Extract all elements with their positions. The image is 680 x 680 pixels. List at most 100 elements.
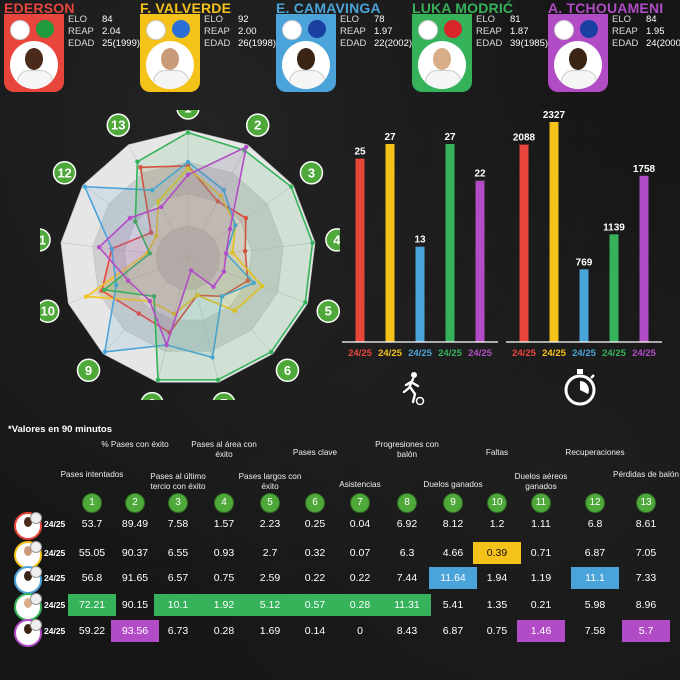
table-cell: 1.92 (200, 594, 248, 616)
player-name: LUKA MODRIĆ (412, 0, 514, 16)
table-cell: 11.31 (383, 594, 431, 616)
player-stats: ELO 78 REAP 1.97 EDAD 22(2002) (340, 14, 412, 50)
footballer-icon (402, 372, 425, 406)
player-head (161, 48, 179, 70)
radar-spoke (157, 257, 189, 383)
radar-series (84, 167, 264, 315)
table-cell: 93.56 (111, 620, 159, 642)
table-cell: 7.33 (635, 572, 657, 584)
axis-label: 8 (148, 396, 155, 400)
axis-badge (140, 391, 164, 400)
player-photo (146, 41, 194, 89)
table-cell: 6.87 (442, 625, 464, 637)
radar-point (185, 130, 191, 135)
stat-row: REAP 2.00 (204, 26, 272, 38)
player-badge (4, 14, 64, 92)
stat-key: ELO (612, 14, 632, 25)
player-badge (548, 14, 608, 92)
stat-key: REAP (68, 26, 94, 37)
metric-header: Duelos ganados (423, 480, 483, 489)
club-crest-icon (30, 593, 42, 605)
bar (475, 180, 485, 342)
radar-point (147, 298, 153, 304)
club-crest-icon (282, 20, 302, 40)
axis-badge (245, 113, 270, 137)
radar-point (260, 283, 265, 289)
metric-number-badge: 9 (443, 493, 463, 513)
stat-value: 84 (102, 14, 113, 25)
radar-point (310, 240, 315, 246)
radar-point (96, 244, 102, 250)
table-cell: 7.58 (584, 625, 606, 637)
radar-point (215, 377, 221, 382)
club-crest-icon (30, 566, 42, 578)
table-cell: 0.22 (349, 572, 371, 584)
flag-icon (36, 20, 54, 38)
metric-number-badge: 10 (487, 493, 507, 513)
player-photo (418, 41, 466, 89)
table-cell: 1.11 (531, 518, 551, 530)
bar-value-label: 1758 (633, 164, 656, 175)
player-name: E. CAMAVINGA (276, 0, 381, 16)
table-cell: 0.28 (213, 625, 235, 637)
club-crest-icon (30, 512, 42, 524)
player-card: E. CAMAVINGA ELO 78 REAP 1.97 EDAD 22(2002) (276, 0, 412, 92)
stat-row: EDAD 26(1998) (204, 38, 276, 50)
stat-row: ELO 84 (612, 14, 680, 26)
club-crest-icon (30, 541, 42, 553)
player-head (25, 48, 43, 70)
radar-point (242, 248, 248, 254)
table-cell: 0 (357, 625, 363, 637)
table-cell: 5.7 (622, 620, 670, 642)
stat-row: REAP 2.04 (68, 26, 136, 38)
radar-point (221, 269, 227, 274)
table-cell: 0.28 (336, 594, 384, 616)
bar-value-label: 13 (414, 235, 426, 246)
table-cell: 0.75 (213, 572, 235, 584)
avatar-head (24, 546, 32, 556)
stat-value: 2.00 (238, 26, 257, 37)
table-cell: 6.8 (587, 518, 603, 530)
table-cell: 11.64 (429, 567, 477, 589)
metric-header: Pases al último tercio con éxito (150, 472, 206, 491)
stat-key: REAP (204, 26, 230, 37)
metric-number-badge: 5 (260, 493, 280, 513)
bar-category-label: 24/25 (468, 348, 492, 359)
stat-value: 81 (510, 14, 521, 25)
table-cell: 2.59 (259, 572, 281, 584)
stat-value: 1.97 (374, 26, 393, 37)
stat-key: EDAD (204, 38, 231, 49)
radar-point (289, 184, 294, 189)
player-badge (412, 14, 472, 92)
table-cell: 89.49 (121, 518, 149, 530)
player-card: F. VALVERDE ELO 92 REAP 2.00 EDAD 26(1998) (140, 0, 276, 92)
table-cell: 11.1 (571, 567, 619, 589)
table-cell: 53.7 (81, 518, 103, 530)
bar-category-label: 24/25 (438, 348, 462, 359)
stat-key: REAP (340, 26, 366, 37)
bar-category-label: 24/25 (572, 348, 596, 359)
bar (609, 234, 619, 342)
table-cell: 5.98 (584, 599, 606, 611)
player-shirt (289, 70, 325, 89)
radar-point (82, 184, 87, 189)
axis-label: 10 (41, 304, 55, 319)
bar (579, 269, 589, 342)
axis-badge (325, 228, 340, 252)
radar-series (97, 145, 248, 348)
stat-row: EDAD 39(1985) (476, 38, 548, 50)
metric-number-badge: 13 (636, 493, 656, 513)
metric-number-badge: 2 (125, 493, 145, 513)
table-cell: 0.07 (349, 547, 371, 559)
radar-point (127, 215, 133, 221)
table-cell: 8.43 (396, 625, 418, 637)
player-badge (276, 14, 336, 92)
player-stats: ELO 92 REAP 2.00 EDAD 26(1998) (204, 14, 276, 50)
stat-key: ELO (340, 14, 360, 25)
player-stats: ELO 81 REAP 1.87 EDAD 39(1985) (476, 14, 548, 50)
table-cell: 6.73 (167, 625, 189, 637)
radar-point (150, 187, 155, 193)
radar-spoke (187, 257, 219, 383)
axis-label: 3 (308, 165, 315, 180)
